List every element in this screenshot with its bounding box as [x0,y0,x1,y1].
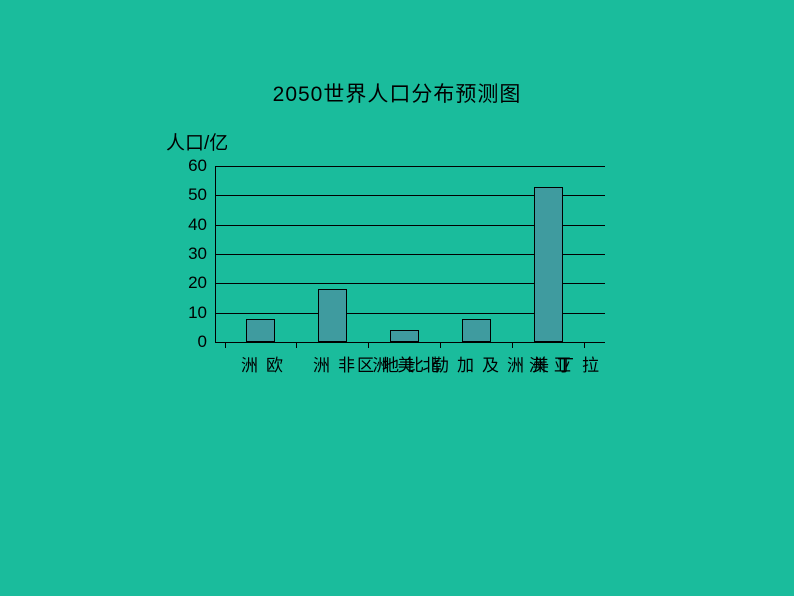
x-tick-mark [440,342,441,348]
chart-title: 2050世界人口分布预测图 [0,78,794,108]
x-category-label: 亚洲 [523,356,573,373]
y-tick-label: 0 [177,332,207,352]
bar [534,187,563,342]
bar [390,330,419,342]
x-tick-mark [512,342,513,348]
x-category-label: 非洲 [307,356,357,373]
plot-area: 0102030405060 [215,166,605,342]
x-tick-mark [296,342,297,348]
y-tick-label: 50 [177,185,207,205]
y-axis-label: 人口/亿 [166,128,228,155]
y-tick-label: 60 [177,156,207,176]
y-tick-label: 40 [177,215,207,235]
y-tick-label: 10 [177,303,207,323]
bar [462,319,491,342]
bar [246,319,275,342]
x-tick-mark [584,342,585,348]
y-tick-label: 20 [177,273,207,293]
bar [318,289,347,342]
y-tick-label: 30 [177,244,207,264]
x-axis-line [215,342,605,343]
x-tick-mark [225,342,226,348]
x-category-label: 欧洲 [235,356,285,373]
x-tick-mark [368,342,369,348]
gridline [215,166,605,167]
